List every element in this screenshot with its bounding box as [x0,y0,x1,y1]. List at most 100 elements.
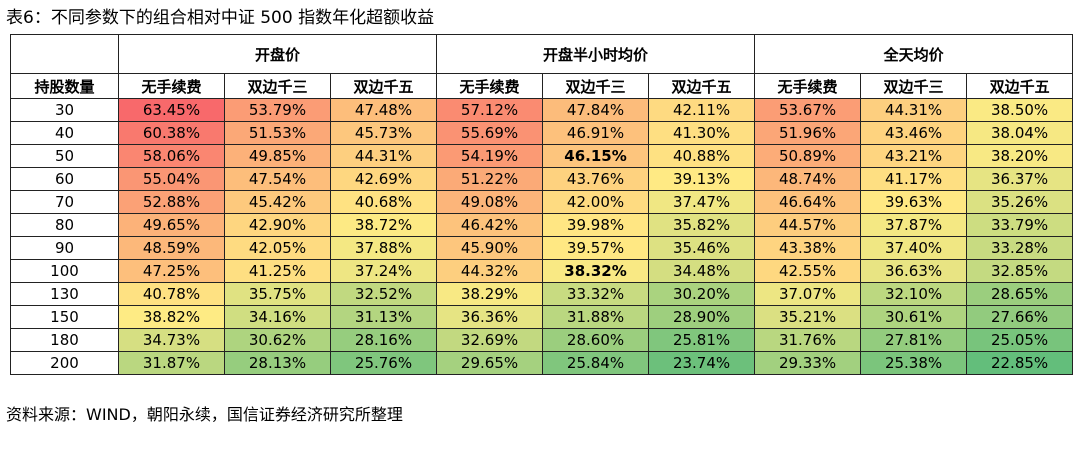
table-cell: 41.17% [860,167,968,191]
table-row: 30 63.45% 53.79% 47.48% 57.12% 47.84% 42.11% 53… [10,98,1074,122]
row-label: 80 [10,213,119,237]
table-cell: 39.57% [542,236,650,260]
table-cell: 38.32% [542,259,650,283]
table-cell: 43.46% [860,121,968,145]
table-row: 90 48.59% 42.05% 37.88% 45.90% 39.57% 35.46% 43… [10,236,1074,260]
table-cell: 46.15% [542,144,650,168]
row-label: 130 [10,282,119,306]
table-cell: 35.82% [648,213,756,237]
table-cell: 44.32% [436,259,544,283]
table-cell: 36.36% [436,305,544,329]
sub-header: 双边千五 [966,73,1074,99]
table-row: 180 34.73% 30.62% 28.16% 32.69% 28.60% 25.81% 3… [10,328,1074,352]
table-cell: 37.07% [754,282,862,306]
table-cell: 42.90% [224,213,331,237]
table-cell: 47.25% [118,259,225,283]
table-cell: 42.69% [329,167,438,191]
table-cell: 25.05% [966,328,1074,352]
table-cell: 30.20% [648,282,756,306]
table-cell: 35.75% [224,282,331,306]
table-row: 100 47.25% 41.25% 37.24% 44.32% 38.32% 34.48% 4… [10,259,1074,283]
sub-header: 无手续费 [118,73,225,99]
table-cell: 43.76% [542,167,650,191]
table-cell: 63.45% [118,98,225,122]
sub-header: 无手续费 [754,73,862,99]
table-cell: 49.85% [224,144,331,168]
table-cell: 32.69% [436,328,544,352]
table-cell: 39.98% [542,213,650,237]
sub-header: 双边千三 [860,73,968,99]
table-cell: 42.11% [648,98,756,122]
table-cell: 38.29% [436,282,544,306]
row-label: 150 [10,305,119,329]
table-cell: 43.21% [860,144,968,168]
table-cell: 54.19% [436,144,544,168]
sub-header-row: 持股数量 无手续费 双边千三 双边千五 无手续费 双边千三 双边千五 无手续费 … [10,73,1074,99]
table-cell: 44.31% [860,98,968,122]
table-cell: 37.87% [860,213,968,237]
table-cell: 38.20% [966,144,1074,168]
table-cell: 45.42% [224,190,331,214]
row-label: 200 [10,351,119,375]
table-cell: 28.65% [966,282,1074,306]
table-cell: 55.04% [118,167,225,191]
table-cell: 45.90% [436,236,544,260]
table-cell: 31.88% [542,305,650,329]
table-row: 50 58.06% 49.85% 44.31% 54.19% 46.15% 40.88% 50… [10,144,1074,168]
table-cell: 30.62% [224,328,331,352]
table-cell: 50.89% [754,144,862,168]
table-cell: 51.53% [224,121,331,145]
row-label: 100 [10,259,119,283]
table-cell: 55.69% [436,121,544,145]
table-cell: 29.65% [436,351,544,375]
table-cell: 52.88% [118,190,225,214]
table-row: 40 60.38% 51.53% 45.73% 55.69% 46.91% 41.30% 51… [10,121,1074,145]
group-header-half-hour-avg: 开盘半小时均价 [436,34,756,74]
table-cell: 46.91% [542,121,650,145]
table-row: 60 55.04% 47.54% 42.69% 51.22% 43.76% 39.13% 48… [10,167,1074,191]
sub-header: 双边千三 [224,73,331,99]
row-label: 70 [10,190,119,214]
table-cell: 46.64% [754,190,862,214]
row-label: 90 [10,236,119,260]
table-cell: 30.61% [860,305,968,329]
table-cell: 31.13% [329,305,438,329]
row-label: 180 [10,328,119,352]
table-cell: 28.60% [542,328,650,352]
table-cell: 38.72% [329,213,438,237]
table-row: 130 40.78% 35.75% 32.52% 38.29% 33.32% 30.20% 3… [10,282,1074,306]
table-cell: 48.59% [118,236,225,260]
row-label: 40 [10,121,119,145]
table-cell: 32.10% [860,282,968,306]
table-cell: 37.24% [329,259,438,283]
table-cell: 46.42% [436,213,544,237]
table-cell: 38.04% [966,121,1074,145]
table-cell: 35.26% [966,190,1074,214]
table-cell: 47.84% [542,98,650,122]
table-cell: 42.00% [542,190,650,214]
table-cell: 25.76% [329,351,438,375]
table-cell: 31.87% [118,351,225,375]
table-cell: 28.13% [224,351,331,375]
table-cell: 47.54% [224,167,331,191]
table-cell: 40.68% [329,190,438,214]
source-note: 资料来源：WIND，朝阳永续，国信证券经济研究所整理 [6,405,403,424]
table-cell: 37.88% [329,236,438,260]
table-cell: 25.38% [860,351,968,375]
group-header-row: 开盘价 开盘半小时均价 全天均价 [10,34,1074,74]
row-label: 30 [10,98,119,122]
table-cell: 42.55% [754,259,862,283]
sub-header: 双边千五 [329,73,438,99]
table-cell: 34.48% [648,259,756,283]
table-cell: 37.40% [860,236,968,260]
table-cell: 40.78% [118,282,225,306]
table-cell: 37.47% [648,190,756,214]
table-cell: 33.28% [966,236,1074,260]
table-cell: 35.46% [648,236,756,260]
table-cell: 47.48% [329,98,438,122]
table-row: 70 52.88% 45.42% 40.68% 49.08% 42.00% 37.47% 46… [10,190,1074,214]
table-cell: 42.05% [224,236,331,260]
table-cell: 58.06% [118,144,225,168]
table-cell: 51.22% [436,167,544,191]
table-cell: 36.63% [860,259,968,283]
